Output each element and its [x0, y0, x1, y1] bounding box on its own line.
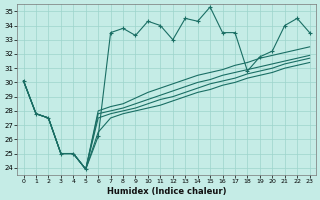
X-axis label: Humidex (Indice chaleur): Humidex (Indice chaleur)	[107, 187, 226, 196]
